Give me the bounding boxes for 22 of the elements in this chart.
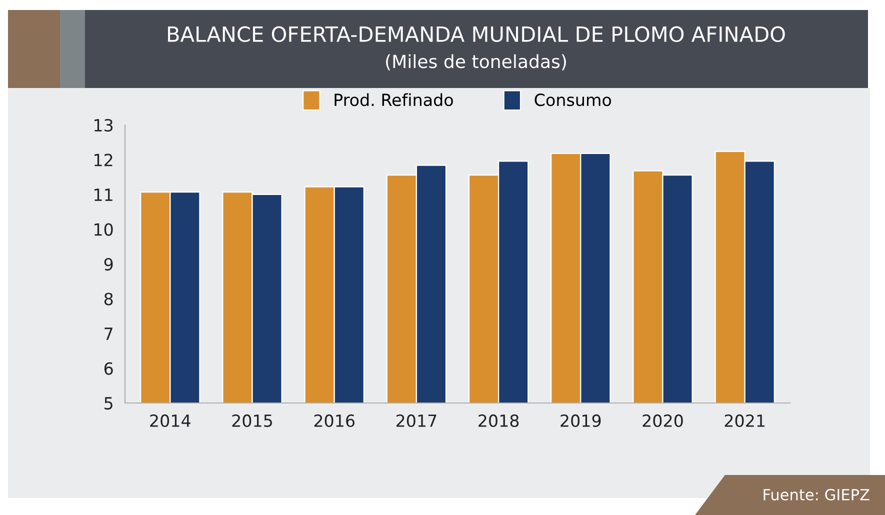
legend-label: Consumo bbox=[534, 94, 611, 106]
y-tick-label: 8 bbox=[104, 292, 113, 306]
x-tick-label: 2017 bbox=[396, 414, 436, 428]
x-tick-label: 2020 bbox=[642, 414, 683, 428]
y-tick-label: 9 bbox=[104, 258, 113, 271]
y-tick-label: 5 bbox=[104, 397, 112, 410]
x-tick-label: 2015 bbox=[232, 414, 272, 428]
chart-title: BALANCE OFERTA-DEMANDA MUNDIAL DE PLOMO AFINADO bbox=[168, 26, 785, 42]
source-note: Fuente: GIEPZ bbox=[764, 488, 870, 500]
y-tick-label: 6 bbox=[104, 362, 113, 375]
x-tick-label: 2021 bbox=[724, 414, 765, 428]
x-tick-label: 2018 bbox=[478, 414, 519, 428]
x-tick-label: 2014 bbox=[150, 414, 190, 428]
y-tick-label: 11 bbox=[94, 188, 112, 201]
legend-label: Prod. Refinado bbox=[334, 93, 453, 106]
chart-subtitle: (Miles de toneladas) bbox=[386, 54, 566, 70]
y-tick-label: 7 bbox=[104, 328, 112, 340]
x-tick-label: 2019 bbox=[560, 414, 601, 428]
y-tick-label: 10 bbox=[94, 223, 113, 236]
y-tick-label: 13 bbox=[94, 118, 113, 132]
x-tick-label: 2016 bbox=[314, 414, 355, 428]
y-tick-label: 12 bbox=[94, 154, 112, 166]
